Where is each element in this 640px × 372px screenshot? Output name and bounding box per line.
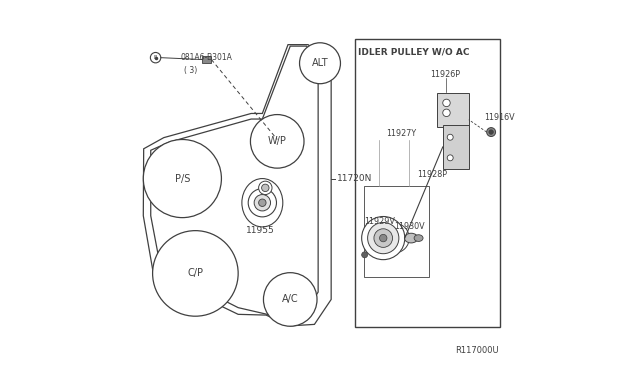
Text: B: B (154, 55, 157, 60)
Bar (437, 93, 468, 127)
Circle shape (143, 140, 221, 218)
Text: 11916V: 11916V (484, 113, 515, 122)
Circle shape (152, 231, 238, 316)
Circle shape (362, 217, 405, 260)
Bar (202, 56, 211, 63)
Bar (364, 186, 429, 277)
Bar (443, 125, 468, 169)
Text: ALT: ALT (312, 58, 328, 68)
Circle shape (489, 130, 493, 134)
Circle shape (443, 109, 450, 116)
Circle shape (380, 223, 410, 253)
Ellipse shape (404, 233, 418, 243)
Text: R117000U: R117000U (455, 346, 499, 355)
Text: 11930V: 11930V (394, 222, 425, 231)
Text: ( 3): ( 3) (184, 66, 198, 75)
Circle shape (248, 189, 276, 217)
Circle shape (447, 155, 453, 161)
Circle shape (300, 43, 340, 84)
Bar (355, 39, 500, 327)
Text: 081A6-B301A: 081A6-B301A (180, 53, 232, 62)
Circle shape (380, 234, 387, 242)
Text: 11929V: 11929V (364, 217, 395, 226)
Polygon shape (143, 45, 331, 326)
Ellipse shape (414, 235, 423, 241)
Circle shape (264, 273, 317, 326)
Circle shape (447, 134, 453, 140)
Text: 11927Y: 11927Y (386, 129, 417, 138)
Text: 11926P: 11926P (429, 70, 460, 79)
Text: 11720N: 11720N (337, 174, 372, 183)
Circle shape (486, 128, 495, 137)
Circle shape (367, 222, 399, 254)
Circle shape (254, 195, 271, 211)
Text: P/S: P/S (175, 174, 190, 183)
Circle shape (374, 229, 392, 247)
Circle shape (259, 199, 266, 206)
Text: IDLER PULLEY W/O AC: IDLER PULLEY W/O AC (358, 48, 470, 57)
Text: 11955: 11955 (246, 226, 275, 235)
Circle shape (385, 228, 404, 248)
Text: W/P: W/P (268, 137, 287, 146)
Circle shape (250, 115, 304, 168)
Ellipse shape (242, 179, 283, 227)
Circle shape (443, 99, 450, 107)
Text: C/P: C/P (188, 269, 204, 278)
Text: A/C: A/C (282, 295, 298, 304)
Circle shape (362, 252, 367, 258)
Circle shape (259, 181, 272, 195)
Text: 11928P: 11928P (417, 170, 447, 179)
Circle shape (262, 184, 269, 192)
